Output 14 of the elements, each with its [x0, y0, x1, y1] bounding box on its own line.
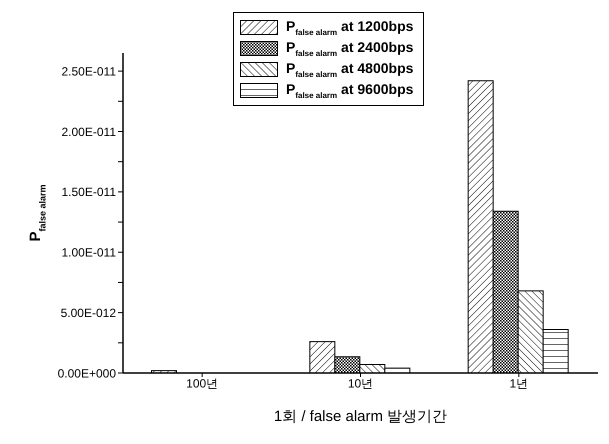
y-tick-label: 1.50E-011: [62, 185, 116, 200]
y-tick-label: 2.00E-011: [62, 124, 116, 139]
x-tick-label: 1년: [509, 376, 528, 391]
y-tick-label: 1.00E-011: [62, 246, 116, 260]
legend-label: P$_{false alarm}$ at 2400bps: [286, 39, 414, 58]
x-tick-label: 100년: [186, 376, 218, 391]
x-tick-label: 10년: [348, 376, 374, 391]
legend-label: P$_{false alarm}$ at 9600bps: [286, 81, 414, 100]
legend-label: P$_{false alarm}$ at 4800bps: [286, 60, 414, 79]
y-tick-label: 5.00E-012: [60, 306, 116, 320]
y-tick-label: 0.00E+000: [58, 366, 116, 380]
y-tick-label: 2.50E-011: [62, 64, 116, 78]
x-axis-title: 1회 / false alarm 발생기간: [274, 408, 448, 425]
legend-label: P$_{false alarm}$ at 1200bps: [286, 18, 414, 37]
